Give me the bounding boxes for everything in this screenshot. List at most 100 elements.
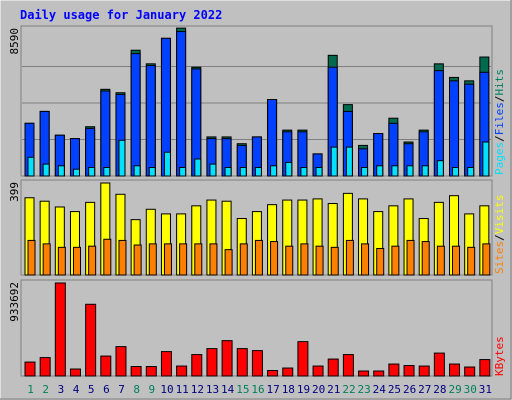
bar-sites-day-26: [406, 239, 415, 276]
bar-sites-day-13: [209, 243, 218, 276]
legend-sep-2: /: [493, 96, 506, 103]
hits-max-label: 8590: [8, 28, 21, 55]
day-label-1: 1: [27, 383, 34, 396]
bars: [24, 27, 491, 377]
day-label-21: 21: [327, 383, 340, 396]
day-label-24: 24: [373, 383, 387, 396]
day-label-2: 2: [42, 383, 49, 396]
hits-legend: Pages/Files/Hits: [493, 69, 506, 175]
bar-sites-day-6: [103, 238, 112, 276]
bar-files-day-9: [145, 65, 156, 177]
bar-pages-day-19: [300, 167, 308, 177]
bar-kbytes-day-26: [403, 365, 415, 377]
day-label-7: 7: [118, 383, 125, 396]
bar-pages-day-26: [406, 165, 414, 177]
legend-visits: Visits: [493, 195, 506, 235]
bar-sites-day-2: [42, 243, 51, 276]
bar-sites-day-1: [27, 239, 36, 276]
bar-sites-day-30: [467, 246, 476, 276]
day-label-4: 4: [73, 383, 80, 396]
day-label-29: 29: [448, 383, 461, 396]
day-label-11: 11: [176, 383, 189, 396]
bar-files-day-29: [449, 80, 460, 177]
bar-pages-day-21: [330, 146, 338, 177]
visits-legend: Sites/Visits: [493, 195, 506, 275]
day-label-5: 5: [88, 383, 95, 396]
bar-pages-day-15: [239, 167, 247, 177]
bar-pages-day-16: [254, 167, 262, 177]
bar-kbytes-day-21: [327, 358, 339, 377]
bar-kbytes-day-16: [251, 350, 263, 377]
bar-sites-day-9: [148, 243, 157, 276]
bar-sites-day-14: [224, 249, 233, 276]
legend-sep-3: /: [493, 234, 506, 241]
bar-pages-day-23: [361, 167, 369, 177]
bar-kbytes-day-22: [342, 354, 354, 377]
bar-kbytes-day-6: [100, 355, 112, 377]
bar-kbytes-day-1: [24, 361, 36, 377]
bar-pages-day-30: [467, 167, 475, 177]
day-label-13: 13: [206, 383, 219, 396]
bar-pages-day-13: [209, 163, 217, 177]
bar-pages-day-5: [88, 167, 96, 177]
bar-files-day-8: [130, 53, 141, 177]
legend-kbytes: KBytes: [493, 336, 506, 376]
day-label-14: 14: [221, 383, 235, 396]
bar-sites-day-24: [376, 247, 385, 276]
day-label-28: 28: [433, 383, 446, 396]
bar-pages-day-18: [285, 161, 293, 177]
bar-kbytes-day-11: [176, 365, 188, 377]
bar-kbytes-day-25: [388, 363, 400, 377]
bar-kbytes-day-24: [373, 370, 385, 377]
bar-pages-day-20: [315, 167, 323, 177]
bar-sites-day-25: [391, 245, 400, 276]
bar-kbytes-day-15: [236, 348, 248, 377]
day-label-30: 30: [464, 383, 477, 396]
legend-sites: Sites: [493, 241, 506, 274]
day-label-10: 10: [160, 383, 173, 396]
bar-sites-day-22: [345, 239, 354, 276]
bar-pages-day-11: [179, 167, 187, 177]
bar-kbytes-day-19: [297, 341, 309, 377]
day-label-25: 25: [388, 383, 401, 396]
bar-pages-day-17: [270, 165, 278, 177]
bar-sites-day-28: [436, 245, 445, 276]
legend-sep-1: /: [493, 135, 506, 142]
day-label-17: 17: [267, 383, 280, 396]
bar-pages-day-22: [345, 146, 353, 177]
bar-sites-day-18: [285, 245, 294, 276]
bar-pages-day-6: [103, 167, 111, 177]
chart-title: Daily usage for January 2022: [20, 8, 222, 22]
bar-sites-day-21: [330, 246, 339, 276]
day-labels: 1 2 3 4 5 6 7 8 9 10 11 12 13 14 15 16 17 18 19 20 21 22 23 24 2…: [27, 383, 492, 396]
day-label-16: 16: [251, 383, 264, 396]
bar-pages-day-7: [118, 139, 126, 177]
bar-kbytes-day-10: [160, 351, 172, 377]
bar-files-day-17: [267, 99, 278, 177]
bar-kbytes-day-27: [418, 365, 430, 377]
bar-pages-day-28: [436, 160, 444, 177]
bar-kbytes-day-14: [221, 340, 233, 377]
day-label-26: 26: [403, 383, 416, 396]
bar-files-day-6: [100, 90, 111, 177]
bar-kbytes-day-29: [449, 363, 461, 377]
bar-sites-day-5: [88, 245, 97, 276]
kbytes-max-label: 933692: [8, 282, 21, 322]
bar-sites-day-7: [118, 239, 127, 276]
day-label-20: 20: [312, 383, 325, 396]
bar-sites-day-10: [163, 243, 172, 276]
bar-kbytes-day-12: [191, 354, 203, 377]
day-label-18: 18: [282, 383, 295, 396]
bar-sites-day-31: [482, 243, 491, 276]
bar-kbytes-day-9: [145, 366, 157, 377]
day-label-9: 9: [149, 383, 156, 396]
day-label-6: 6: [103, 383, 110, 396]
bar-sites-day-20: [315, 245, 324, 276]
bar-kbytes-day-8: [130, 366, 142, 377]
bar-kbytes-day-3: [54, 282, 66, 377]
bar-kbytes-day-30: [464, 366, 476, 377]
bar-kbytes-day-18: [282, 367, 294, 377]
bar-sites-day-11: [179, 243, 188, 276]
